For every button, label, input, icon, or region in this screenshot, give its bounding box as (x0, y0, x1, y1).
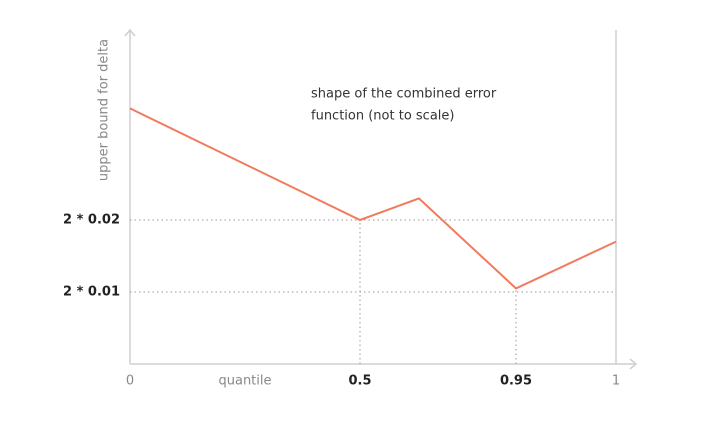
x-tick-label: 0.5 (348, 374, 371, 389)
line (129, 107, 617, 290)
x-axis-arrow (629, 358, 638, 370)
x-axis-label: quantile (218, 374, 271, 389)
y-axis-arrow (124, 28, 136, 37)
x-tick-label: 1 (612, 374, 620, 389)
y-axis-label: upper bound for delta (97, 39, 112, 181)
annotation: shape of the combined error (311, 87, 497, 102)
x-tick-label: 0 (126, 374, 134, 389)
annotation: function (not to scale) (311, 109, 454, 124)
y-tick-label: 2 * 0.01 (63, 285, 120, 300)
y-tick-label: 2 * 0.02 (63, 213, 120, 228)
x-tick-label: 0.95 (500, 374, 532, 389)
